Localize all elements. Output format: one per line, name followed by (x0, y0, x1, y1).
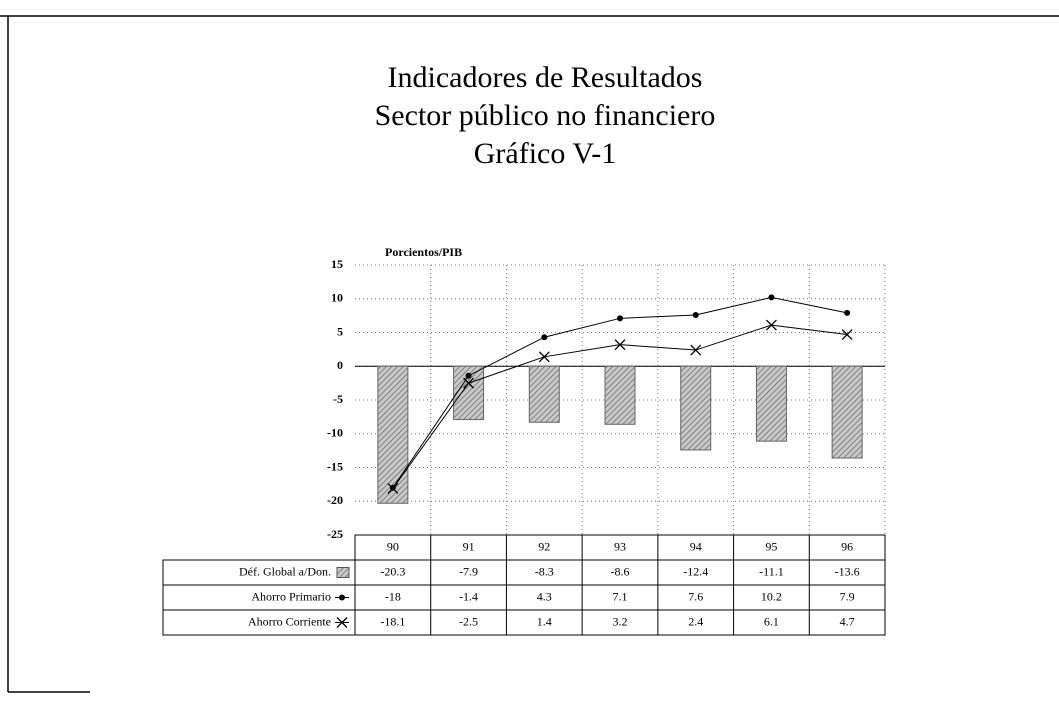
marker (538, 351, 550, 363)
marker (768, 294, 775, 301)
marker (614, 339, 626, 351)
chart-title: Indicadores de Resultados (388, 61, 703, 94)
table-value: 4.3 (537, 589, 552, 603)
table-value: 6.1 (764, 614, 779, 628)
legend-key (336, 567, 350, 578)
table-value: 7.1 (613, 589, 628, 603)
y-tick-label: 15 (331, 257, 343, 271)
table-value: -20.3 (380, 564, 405, 578)
table-value: -13.6 (835, 564, 860, 578)
marker (617, 315, 623, 322)
table-value: -18.1 (380, 614, 405, 628)
table-value: 2.4 (688, 614, 703, 628)
legend-label: Ahorro Corriente (248, 614, 331, 628)
table-value: 7.6 (688, 589, 703, 603)
x-tick-label: 94 (690, 539, 702, 553)
marker (765, 319, 777, 331)
bar (680, 365, 712, 451)
table-value: -7.9 (459, 564, 478, 578)
table-value: -1.4 (459, 589, 478, 603)
y-axis-label: Porcientos/PIB (385, 245, 462, 259)
y-tick-label: 5 (337, 324, 343, 338)
marker (387, 482, 399, 494)
y-tick-label: 10 (331, 291, 343, 305)
table-value: -2.5 (459, 614, 478, 628)
x-tick-label: 93 (614, 539, 626, 553)
x-tick-label: 96 (841, 539, 853, 553)
marker (465, 372, 472, 379)
x-tick-label: 92 (538, 539, 550, 553)
bar (604, 365, 636, 425)
table-value: 1.4 (537, 614, 552, 628)
y-tick-label: -15 (327, 459, 343, 473)
bar (755, 365, 787, 442)
bar (831, 365, 863, 459)
table-value: -8.3 (535, 564, 554, 578)
marker (841, 329, 853, 340)
x-tick-label: 90 (387, 539, 399, 553)
bar (377, 365, 409, 504)
table-value: -11.1 (759, 564, 784, 578)
y-tick-label: 0 (337, 358, 343, 372)
table-value: 10.2 (761, 589, 782, 603)
legend-marker (339, 594, 345, 601)
table-value: 4.7 (840, 614, 855, 628)
marker (463, 377, 475, 389)
y-tick-label: -5 (333, 392, 343, 406)
marker (692, 311, 699, 318)
marker (541, 334, 548, 341)
marker (690, 344, 702, 356)
marker (844, 309, 851, 316)
legend-label: Ahorro Primario (251, 589, 331, 603)
y-tick-label: -20 (327, 493, 343, 507)
legend-label: Déf. Global a/Don. (239, 564, 331, 578)
y-tick-label: -25 (327, 527, 343, 541)
table-value: -18 (385, 589, 401, 603)
chart-subtitle: Sector público no financiero (375, 99, 716, 132)
table-value: 7.9 (840, 589, 855, 603)
table-value: -8.6 (611, 564, 630, 578)
table-value: -12.4 (683, 564, 708, 578)
x-tick-label: 91 (463, 539, 475, 553)
bar (528, 365, 560, 423)
chart-caption: Gráfico V-1 (474, 137, 616, 170)
legend-marker (336, 617, 348, 628)
table-value: 3.2 (613, 614, 628, 628)
y-tick-label: -10 (327, 426, 343, 440)
x-tick-label: 95 (765, 539, 777, 553)
